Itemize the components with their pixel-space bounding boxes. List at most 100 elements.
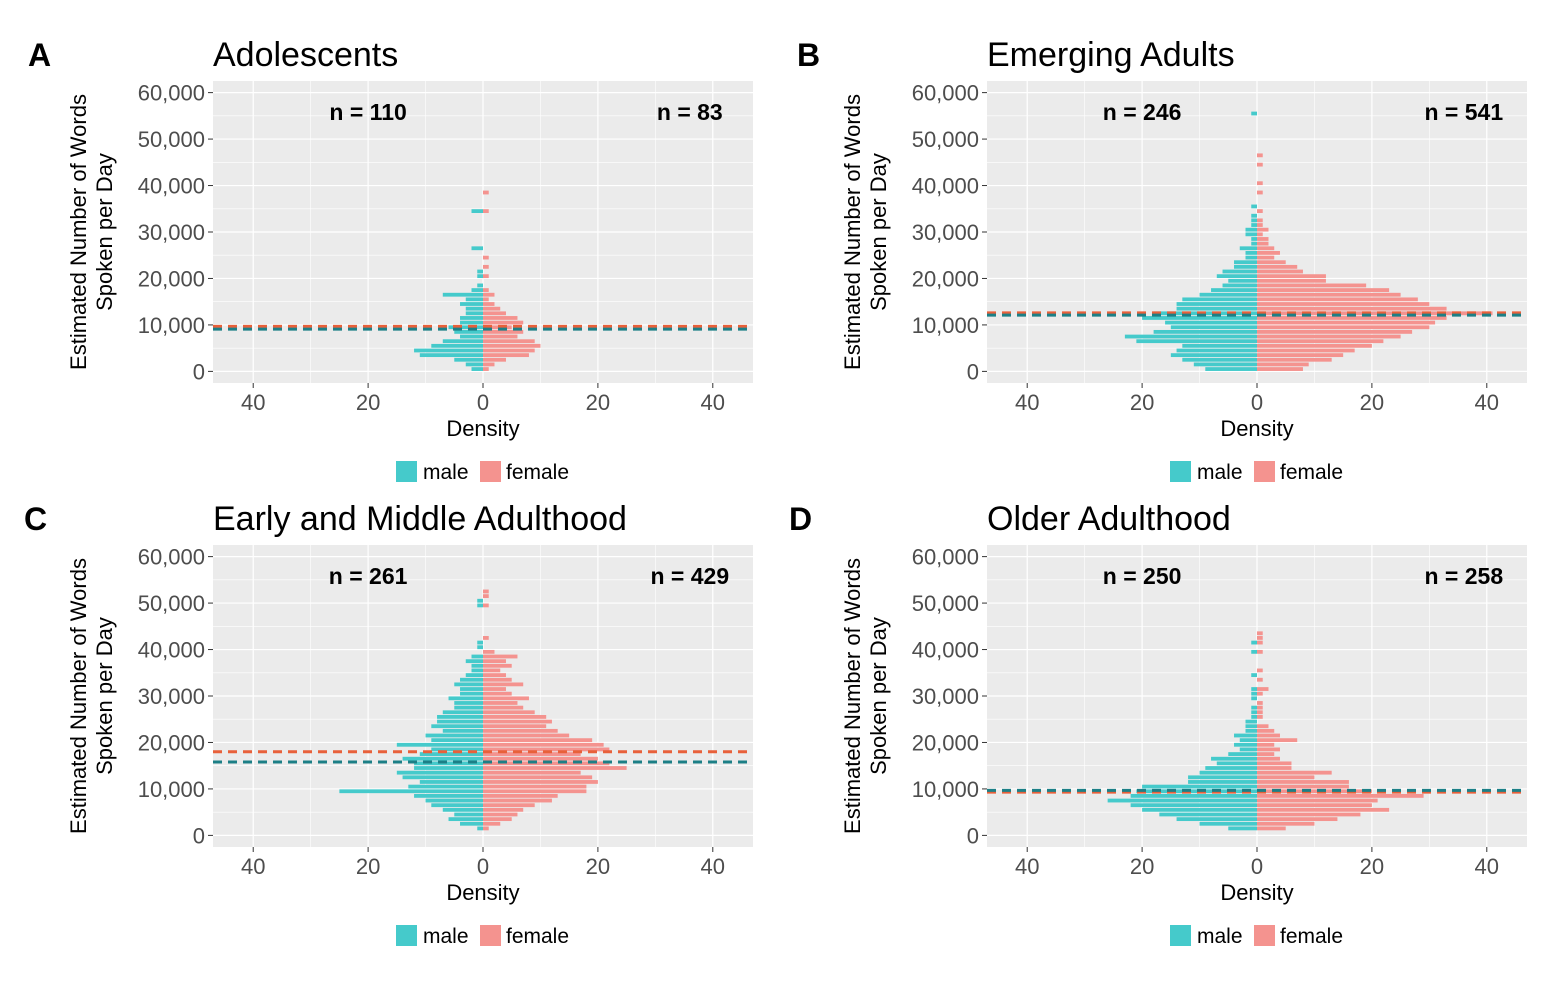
male-bar [471, 367, 483, 371]
y-axis-label-line2: Spoken per Day [866, 617, 891, 775]
male-bar [408, 784, 483, 789]
male-bar [1251, 710, 1257, 715]
female-bar [1257, 348, 1355, 353]
female-bar [1257, 153, 1263, 158]
male-bar [1153, 329, 1257, 334]
male-bar [1142, 784, 1257, 789]
female-bar [483, 357, 506, 362]
male-bar [1107, 798, 1257, 803]
male-bar [454, 682, 483, 687]
y-axis-label-line1: Estimated Number of Words [840, 558, 865, 834]
y-tick-label: 50,000 [138, 127, 205, 152]
n-male-label: n = 250 [1103, 563, 1182, 589]
male-bar [1182, 357, 1257, 362]
y-tick-label: 50,000 [138, 591, 205, 616]
panel-c: C Early and Middle Adulthood n = 261 n = 42… [24, 500, 753, 948]
female-bar [483, 812, 518, 817]
male-bar [1228, 826, 1257, 831]
female-bar [1257, 334, 1401, 339]
male-bar [471, 668, 483, 673]
female-bar [483, 274, 489, 279]
female-bar [483, 367, 489, 371]
male-bar [1211, 756, 1257, 761]
y-tick-label: 10,000 [138, 313, 205, 338]
female-bar [1257, 246, 1275, 251]
legend-male-label: male [423, 461, 469, 484]
male-bar [1142, 807, 1257, 812]
x-tick-label: 40 [1015, 390, 1039, 415]
male-bar [414, 761, 483, 766]
female-bar [483, 687, 506, 691]
male-bar [431, 747, 483, 752]
male-bar [431, 343, 483, 348]
female-bar [483, 659, 506, 664]
male-bar [448, 325, 483, 330]
male-bar [1182, 343, 1257, 348]
female-bar [1257, 775, 1315, 780]
y-tick-label: 50,000 [912, 591, 979, 616]
y-tick-label: 20,000 [912, 730, 979, 755]
legend-male-swatch [396, 461, 417, 482]
female-bar [1257, 274, 1326, 279]
female-bar [483, 636, 489, 640]
female-bar [1257, 826, 1286, 831]
female-bar [1257, 631, 1263, 636]
y-tick-label: 40,000 [138, 174, 205, 199]
male-bar [1228, 752, 1257, 756]
y-tick-label: 10,000 [912, 777, 979, 802]
x-tick-label: 0 [1251, 854, 1263, 879]
y-tick-label: 20,000 [912, 266, 979, 291]
x-axis-label: Density [446, 880, 519, 905]
legend-female-label: female [506, 461, 569, 484]
n-male-label: n = 246 [1103, 99, 1182, 125]
panel-title: Older Adulthood [987, 500, 1231, 538]
y-tick-label: 30,000 [138, 684, 205, 709]
male-bar [1176, 817, 1257, 822]
male-bar [1251, 715, 1257, 719]
legend-female-label: female [1280, 461, 1343, 484]
female-bar [1257, 264, 1298, 269]
x-tick-label: 20 [1130, 390, 1154, 415]
panel-letter: C [24, 501, 47, 537]
male-bar [1228, 278, 1257, 283]
n-female-label: n = 541 [1424, 99, 1503, 125]
male-bar [431, 738, 483, 743]
male-bar [1234, 260, 1257, 265]
female-bar [483, 682, 524, 687]
y-tick-label: 60,000 [912, 81, 979, 106]
y-axis-label-line2: Spoken per Day [92, 153, 117, 311]
male-bar [477, 826, 483, 831]
male-bar [425, 733, 483, 738]
male-bar [339, 789, 483, 794]
male-bar [1199, 770, 1257, 775]
female-bar [483, 807, 524, 812]
male-bar [431, 803, 483, 808]
female-bar [483, 334, 518, 339]
female-bar [483, 668, 501, 673]
female-bar [483, 766, 627, 770]
male-bar [460, 691, 483, 696]
female-bar [483, 339, 535, 344]
female-bar [1257, 789, 1372, 794]
x-tick-label: 20 [356, 390, 380, 415]
male-bar [402, 756, 483, 761]
female-bar [1257, 733, 1280, 738]
female-bar [483, 589, 489, 594]
female-bar [483, 826, 489, 831]
male-bar [1130, 803, 1257, 808]
male-bar [1216, 274, 1257, 279]
female-bar [1257, 705, 1263, 710]
male-bar [402, 775, 483, 780]
female-bar [1257, 817, 1338, 822]
male-bar [1142, 316, 1257, 320]
male-bar [1222, 269, 1257, 274]
female-bar [483, 752, 581, 756]
male-bar [465, 362, 483, 367]
female-bar [1257, 306, 1447, 311]
female-bar [483, 353, 529, 358]
x-tick-label: 0 [477, 854, 489, 879]
x-tick-label: 40 [1475, 390, 1499, 415]
male-bar [1211, 288, 1257, 292]
y-tick-label: 60,000 [912, 545, 979, 570]
male-bar [1136, 339, 1257, 344]
